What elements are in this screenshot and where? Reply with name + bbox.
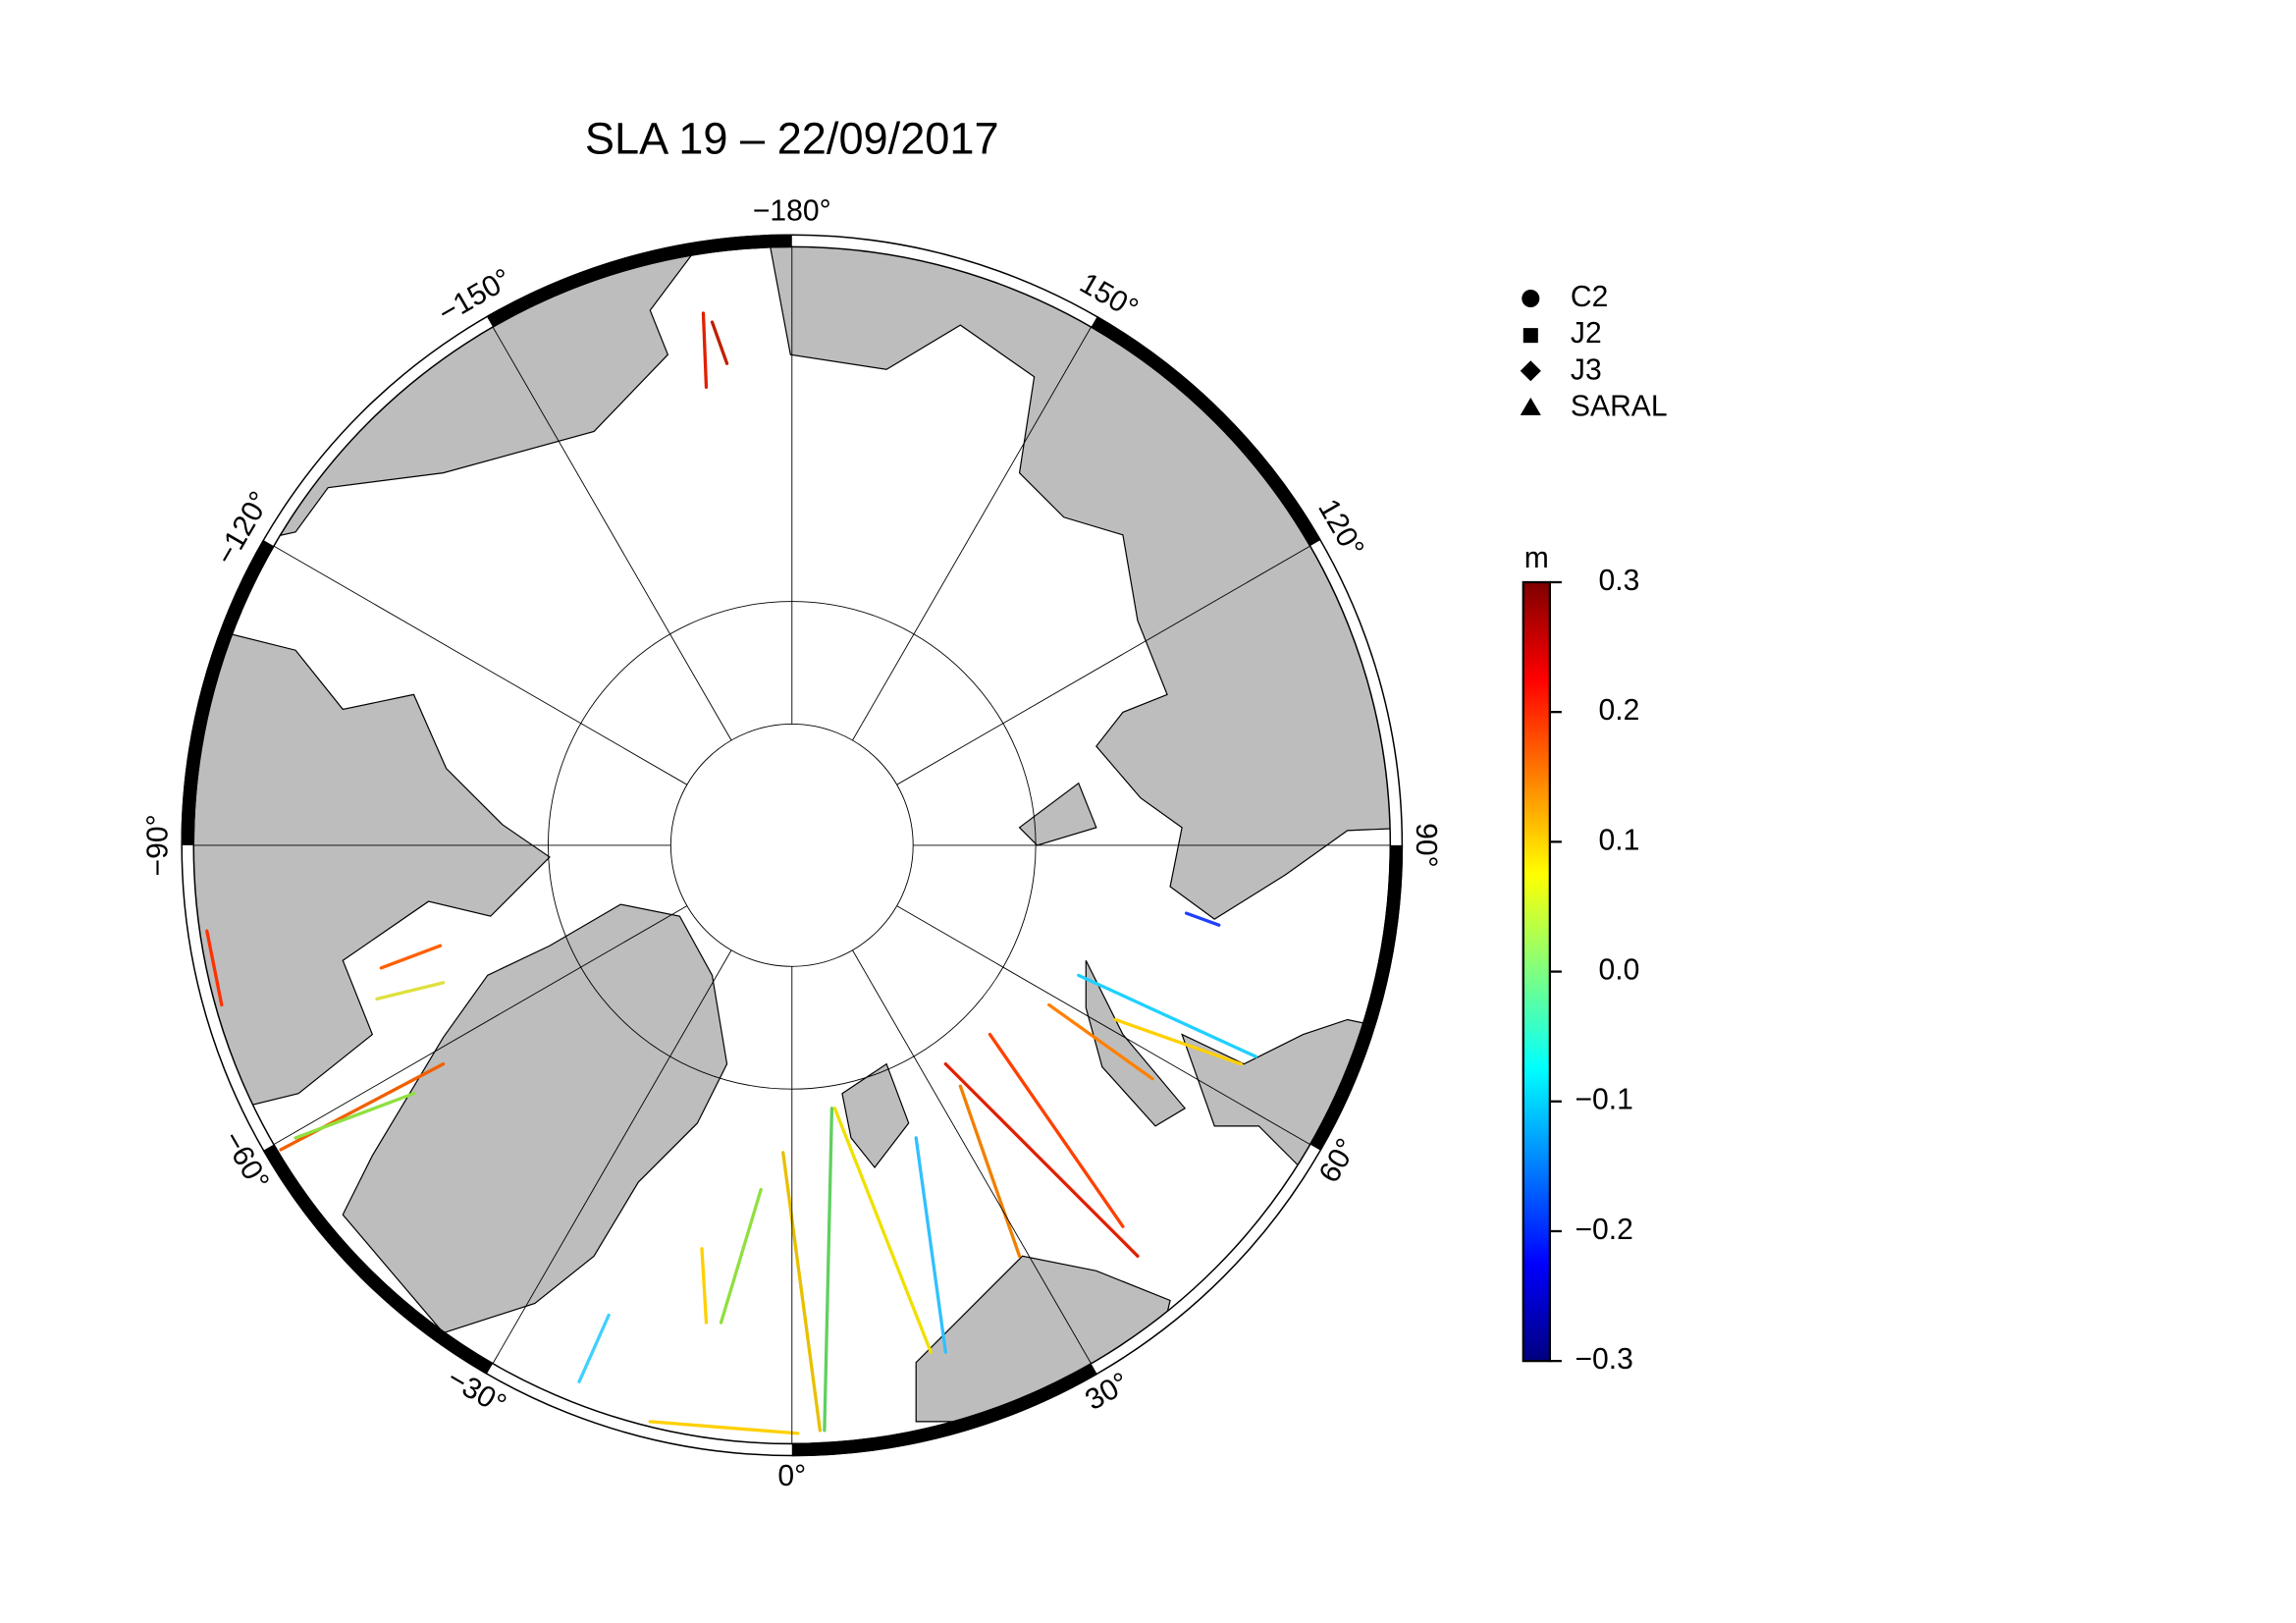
- colorbar-tick-label: 0.2: [1599, 694, 1640, 727]
- colorbar-tick-label: −0.1: [1575, 1084, 1632, 1116]
- colorbar-tick-label: 0.1: [1599, 824, 1640, 856]
- frame-segment: [181, 539, 275, 845]
- colorbar-tick-label: 0.3: [1599, 565, 1640, 597]
- legend-label: J3: [1571, 353, 1602, 386]
- meridian-line: [852, 326, 1092, 741]
- meridian-line: [273, 905, 688, 1146]
- colorbar-tick-label: 0.0: [1599, 954, 1640, 987]
- colorbar-tick-label: −0.3: [1575, 1343, 1632, 1376]
- longitude-label: 90°: [1410, 823, 1442, 868]
- meridian-line: [852, 949, 1092, 1364]
- longitude-label: 120°: [1311, 494, 1370, 563]
- graticule: [193, 246, 1391, 1444]
- satellite-tracks: [205, 311, 1258, 1435]
- map-title: SLA 19 – 22/09/2017: [585, 114, 999, 164]
- colorbar-ramp: [1522, 580, 1552, 1363]
- longitude-label: 150°: [1074, 267, 1143, 326]
- legend-marker: [1522, 289, 1540, 308]
- meridian-line: [492, 326, 732, 741]
- meridian-line: [896, 545, 1310, 785]
- longitude-label: −30°: [442, 1362, 511, 1421]
- frame-segment: [791, 1363, 1097, 1457]
- colorbar-tick-label: −0.2: [1575, 1214, 1632, 1246]
- legend-marker: [1520, 397, 1541, 415]
- meridian-line: [492, 949, 732, 1364]
- frame-segment: [1309, 844, 1404, 1152]
- frame-segment: [486, 234, 792, 328]
- legend-marker: [1520, 360, 1541, 382]
- frame-segment: [1091, 315, 1321, 547]
- longitude-label: −60°: [216, 1126, 275, 1196]
- legend-marker: [1522, 328, 1538, 344]
- longitude-label: −90°: [142, 814, 175, 876]
- meridian-line: [896, 905, 1310, 1146]
- frame-segment: [262, 1144, 494, 1375]
- longitude-label: 0°: [777, 1460, 806, 1492]
- colorbar: m 0.3 0.2 0.1 0.0 −0.1 −0.2 −0.3: [1522, 542, 1640, 1376]
- legend-label: J2: [1571, 317, 1602, 350]
- meridian-line: [273, 545, 688, 785]
- longitude-label: −180°: [753, 195, 831, 228]
- legend-label: C2: [1571, 281, 1608, 313]
- legend-label: SARAL: [1571, 390, 1668, 422]
- map-frame: [181, 234, 1404, 1457]
- colorbar-unit: m: [1524, 542, 1549, 574]
